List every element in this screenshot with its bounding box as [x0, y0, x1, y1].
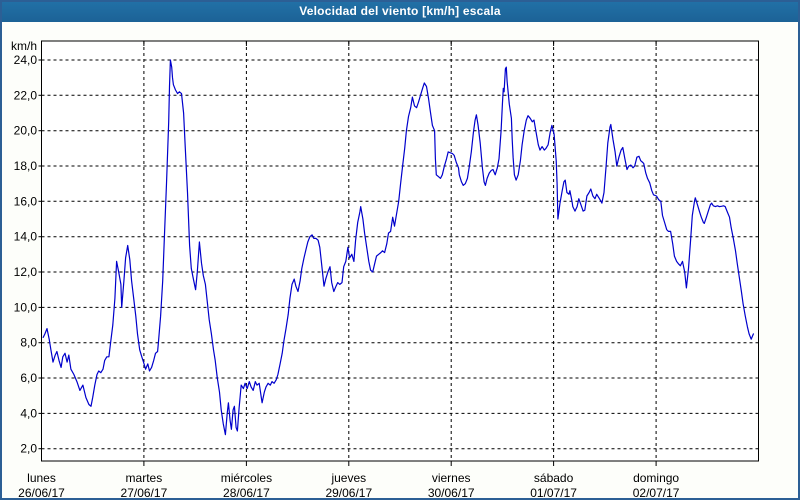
- day-name-label: lunes: [27, 471, 56, 485]
- y-tick-label: 2,0: [20, 442, 37, 456]
- window-title: Velocidad del viento [km/h] escala: [299, 4, 501, 18]
- y-tick-label: 6,0: [20, 371, 37, 385]
- day-date-label: 26/06/17: [18, 486, 65, 500]
- y-tick-label: 14,0: [14, 230, 38, 244]
- y-tick-label: 8,0: [20, 336, 37, 350]
- day-date-label: 29/06/17: [325, 486, 372, 500]
- plot-area: [41, 40, 759, 462]
- day-date-label: 30/06/17: [428, 486, 475, 500]
- y-tick-label: 24,0: [14, 53, 38, 67]
- wind-speed-line: [42, 59, 755, 436]
- y-tick-label: 12,0: [14, 265, 38, 279]
- day-name-label: sábado: [534, 471, 574, 485]
- day-date-label: 27/06/17: [121, 486, 168, 500]
- day-date-label: 01/07/17: [530, 486, 577, 500]
- y-tick-label: 18,0: [14, 159, 38, 173]
- y-tick-label: 16,0: [14, 194, 38, 208]
- y-axis-unit-label: km/h: [11, 39, 37, 53]
- day-date-label: 02/07/17: [633, 486, 680, 500]
- y-tick-label: 4,0: [20, 406, 37, 420]
- title-bar: Velocidad del viento [km/h] escala: [0, 0, 800, 22]
- day-date-label: 28/06/17: [223, 486, 270, 500]
- day-name-label: viernes: [432, 471, 471, 485]
- day-name-label: jueves: [330, 471, 366, 485]
- y-tick-label: 10,0: [14, 300, 38, 314]
- y-tick-label: 22,0: [14, 88, 38, 102]
- day-name-label: martes: [126, 471, 163, 485]
- day-name-label: miércoles: [221, 471, 272, 485]
- day-name-label: domingo: [633, 471, 679, 485]
- y-tick-label: 20,0: [14, 124, 38, 138]
